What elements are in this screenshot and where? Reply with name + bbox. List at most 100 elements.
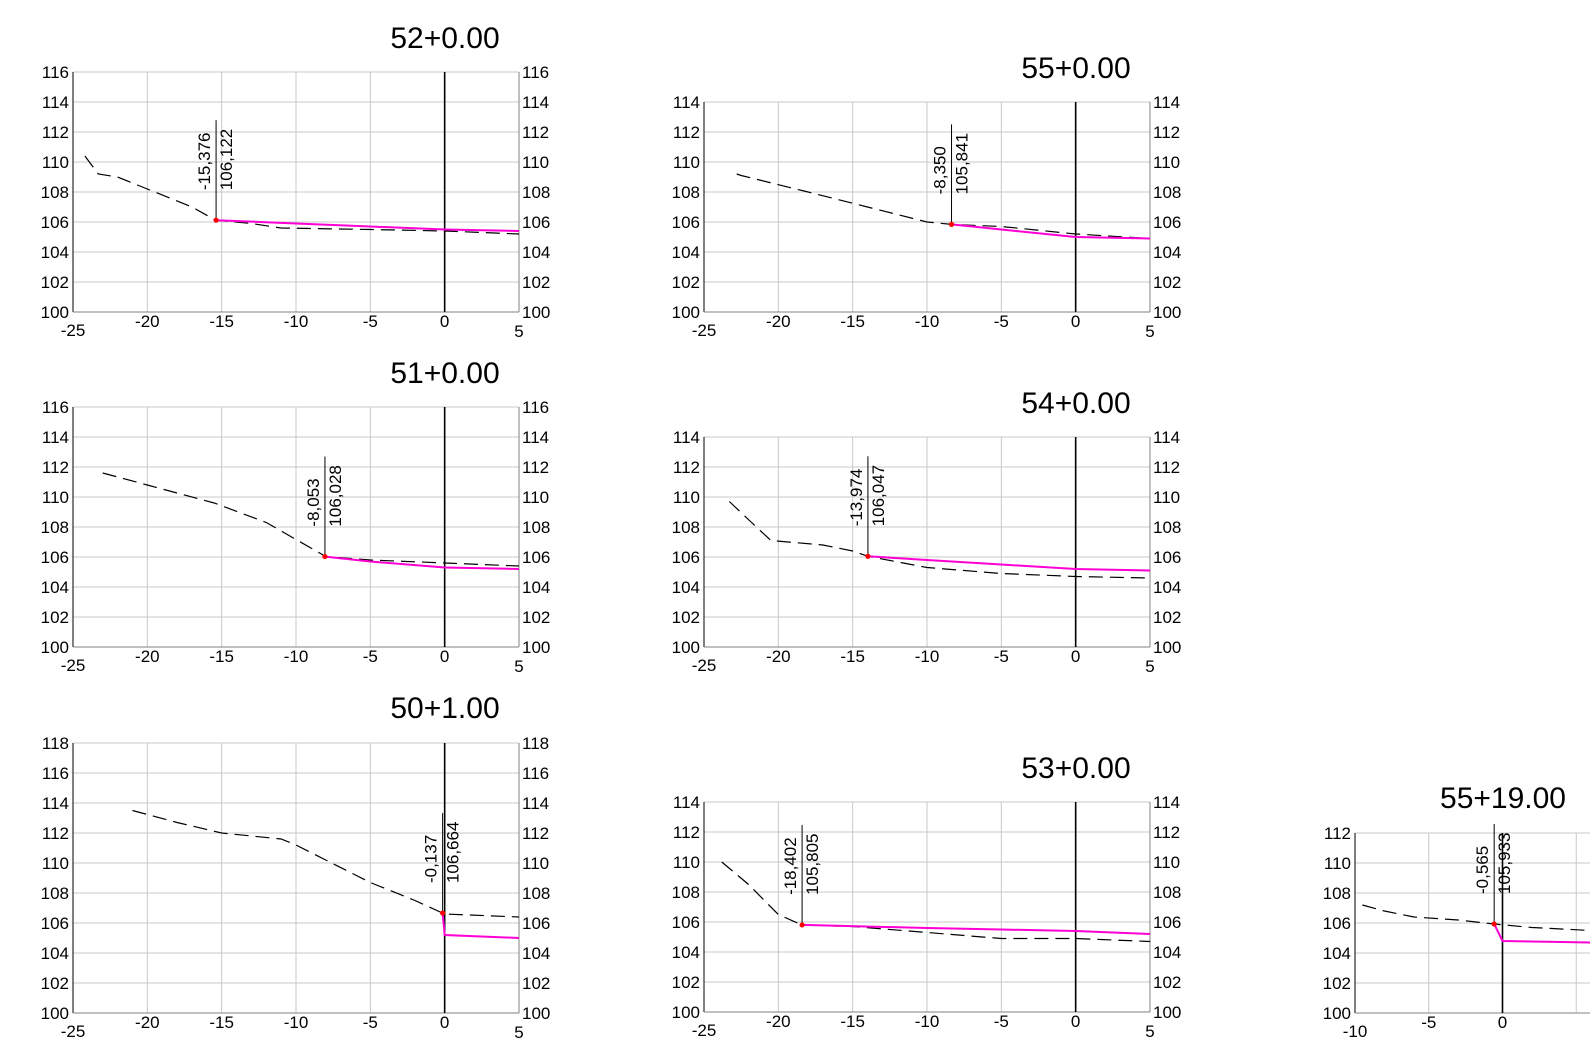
chart-panel: 100 100 102 102 104 104 106 106 108 108 110 110 112 1… xyxy=(41,22,551,341)
y-tick-label-right: 108 xyxy=(1153,183,1181,202)
y-tick-label: 102 xyxy=(41,974,69,993)
y-tick-label: 102 xyxy=(41,273,69,292)
existing-ground-line xyxy=(736,173,1150,240)
existing-ground-line xyxy=(728,501,1150,579)
annotation-offset-label: -18,402 xyxy=(781,837,800,895)
y-tick-label: 112 xyxy=(42,824,69,843)
y-tick-label-right: 114 xyxy=(522,794,549,813)
y-tick-label: 104 xyxy=(672,578,700,597)
x-tick-label: -5 xyxy=(363,1013,378,1032)
y-tick-label: 110 xyxy=(673,853,700,872)
annotation-elevation-label: 105,933 xyxy=(1495,833,1514,894)
y-tick-label-right: 104 xyxy=(522,578,550,597)
y-tick-label-right: 100 xyxy=(1153,303,1181,322)
design-profile-line xyxy=(216,219,519,232)
y-tick-label: 108 xyxy=(41,183,69,202)
y-tick-label-right: 114 xyxy=(1153,93,1180,112)
y-tick-label: 104 xyxy=(672,243,700,262)
y-tick-label-right: 110 xyxy=(522,854,549,873)
y-tick-label: 108 xyxy=(41,518,69,537)
x-tick-label: -10 xyxy=(284,312,309,331)
y-tick-label-right: 106 xyxy=(1153,548,1181,567)
x-tick-label: -20 xyxy=(135,312,160,331)
y-tick-label-right: 108 xyxy=(522,183,550,202)
annotation-point xyxy=(799,922,805,928)
y-tick-label: 112 xyxy=(42,458,69,477)
y-tick-label: 112 xyxy=(1324,824,1351,843)
chart-title: 55+19.00 xyxy=(1440,782,1566,815)
y-tick-label: 106 xyxy=(672,213,700,232)
chart-panel: 100 100 102 102 104 104 106 106 108 108 110 110 112 1… xyxy=(672,752,1182,1041)
y-tick-label-right: 114 xyxy=(1153,793,1180,812)
y-tick-label-right: 102 xyxy=(522,974,550,993)
x-tick-label: -10 xyxy=(915,312,940,331)
y-tick-label-right: 106 xyxy=(1153,213,1181,232)
y-tick-label: 104 xyxy=(1323,944,1351,963)
x-tick-label: 0 xyxy=(440,312,449,331)
y-tick-label-right: 102 xyxy=(522,608,550,627)
y-tick-label-right: 112 xyxy=(522,458,549,477)
existing-ground-line xyxy=(132,809,519,918)
x-tick-label: 0 xyxy=(440,1013,449,1032)
y-tick-label: 116 xyxy=(42,764,69,783)
y-tick-label: 102 xyxy=(672,973,700,992)
y-tick-label: 100 xyxy=(672,1003,700,1022)
existing-ground-line xyxy=(102,472,519,567)
y-tick-label-right: 106 xyxy=(522,914,550,933)
y-tick-label-right: 104 xyxy=(522,944,550,963)
y-tick-label-right: 100 xyxy=(522,1004,550,1023)
y-tick-label: 112 xyxy=(673,823,700,842)
y-tick-label: 102 xyxy=(1323,974,1351,993)
y-tick-label: 100 xyxy=(1323,1004,1351,1023)
y-tick-label: 114 xyxy=(42,794,69,813)
annotation-elevation-label: 105,841 xyxy=(953,133,972,194)
x-tick-label: 5 xyxy=(514,657,523,676)
y-tick-label-right: 102 xyxy=(522,273,550,292)
annotation-point xyxy=(1491,921,1497,927)
x-tick-label: 5 xyxy=(1145,1022,1154,1041)
y-tick-label: 104 xyxy=(41,578,69,597)
x-tick-label: 0 xyxy=(440,647,449,666)
chart-title: 52+0.00 xyxy=(390,22,499,55)
design-profile-line xyxy=(441,912,519,939)
y-tick-label: 102 xyxy=(672,608,700,627)
annotation-point xyxy=(213,217,219,223)
y-tick-label: 108 xyxy=(1323,884,1351,903)
y-tick-label-right: 110 xyxy=(522,153,549,172)
chart-title: 51+0.00 xyxy=(390,357,499,390)
x-tick-label: -20 xyxy=(135,647,160,666)
x-tick-label: -10 xyxy=(915,647,940,666)
x-tick-label: 0 xyxy=(1071,647,1080,666)
x-tick-label: -25 xyxy=(61,1022,86,1041)
x-tick-label: 5 xyxy=(1145,657,1154,676)
y-tick-label: 110 xyxy=(42,153,69,172)
x-tick-label: -5 xyxy=(994,647,1009,666)
y-tick-label-right: 108 xyxy=(1153,883,1181,902)
y-tick-label-right: 108 xyxy=(1153,518,1181,537)
y-tick-label-right: 118 xyxy=(522,734,549,753)
y-tick-label-right: 104 xyxy=(522,243,550,262)
annotation-offset-label: -8,053 xyxy=(304,478,323,526)
x-tick-label: -25 xyxy=(61,656,86,675)
y-tick-label: 114 xyxy=(42,428,69,447)
y-tick-label-right: 110 xyxy=(1153,853,1180,872)
y-tick-label: 106 xyxy=(672,913,700,932)
y-tick-label: 100 xyxy=(41,303,69,322)
y-tick-label: 112 xyxy=(673,123,700,142)
chart-panel: 100 100 102 102 104 104 106 106 108 108 110 110 112 1… xyxy=(672,387,1182,676)
chart-panel: 100 102 104 106 108 110 112 -10 -5 0 -0,565 105,933… xyxy=(1323,782,1590,1041)
x-tick-label: -10 xyxy=(284,647,309,666)
y-tick-label-right: 114 xyxy=(522,428,549,447)
y-tick-label-right: 110 xyxy=(1153,488,1180,507)
chart-title: 55+0.00 xyxy=(1021,52,1130,85)
y-tick-label: 110 xyxy=(42,854,69,873)
annotation-point xyxy=(865,553,871,559)
chart-title: 50+1.00 xyxy=(390,692,499,725)
y-tick-label: 110 xyxy=(673,153,700,172)
y-tick-label: 114 xyxy=(673,793,700,812)
y-tick-label-right: 100 xyxy=(1153,1003,1181,1022)
x-tick-label: -15 xyxy=(840,1012,865,1031)
y-tick-label-right: 100 xyxy=(522,638,550,657)
y-tick-label: 100 xyxy=(41,1004,69,1023)
y-tick-label-right: 102 xyxy=(1153,608,1181,627)
